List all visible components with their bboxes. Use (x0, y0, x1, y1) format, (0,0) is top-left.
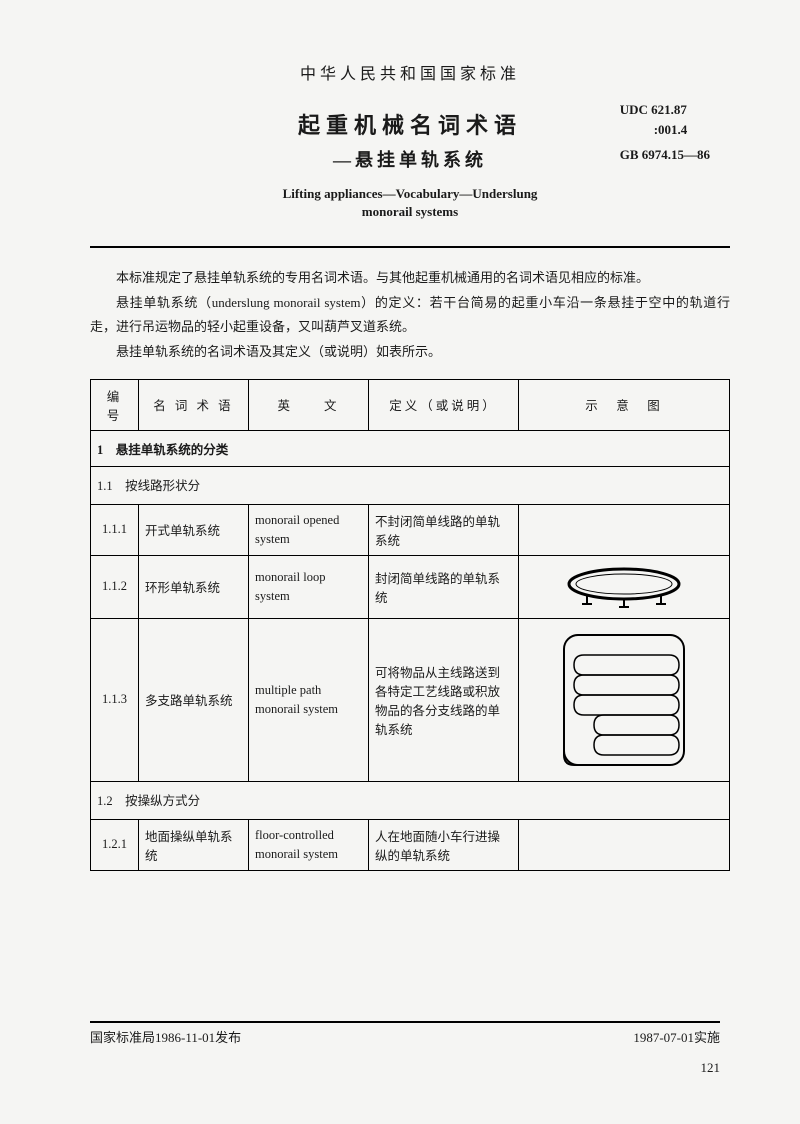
cell-def: 不封闭简单线路的单轨系统 (369, 504, 519, 555)
section-1-title: 1 悬挂单轨系统的分类 (91, 430, 730, 466)
row-1-1-1: 1.1.1 开式单轨系统 monorail opened system 不封闭简… (91, 504, 730, 555)
document-header: 中华人民共和国国家标准 UDC 621.87 :001.4 GB 6974.15… (90, 60, 730, 220)
intro-p2: 悬挂单轨系统（underslung monorail system）的定义：若干… (90, 291, 730, 340)
loop-diagram-icon (559, 562, 689, 612)
cell-fig (519, 555, 730, 618)
th-fig: 示 意 图 (519, 379, 730, 430)
title-en-2: monorail systems (90, 204, 730, 220)
terms-table: 编 号 名 词 术 语 英 文 定义（或说明） 示 意 图 1 悬挂单轨系统的分… (90, 379, 730, 871)
page-number: 121 (90, 1060, 720, 1076)
cell-fig (519, 819, 730, 870)
cell-term: 开式单轨系统 (139, 504, 249, 555)
cell-term: 多支路单轨系统 (139, 618, 249, 781)
th-def: 定义（或说明） (369, 379, 519, 430)
intro-p3: 悬挂单轨系统的名词术语及其定义（或说明）如表所示。 (90, 340, 730, 365)
th-no: 编 号 (91, 379, 139, 430)
title-en-1: Lifting appliances—Vocabulary—Underslung (90, 186, 730, 202)
cell-term: 地面操纵单轨系统 (139, 819, 249, 870)
org-name: 中华人民共和国国家标准 (90, 60, 730, 84)
section-1-2: 1.2 按操纵方式分 (91, 781, 730, 819)
effective-date: 1987-07-01实施 (633, 1027, 720, 1046)
section-1-1-title: 1.1 按线路形状分 (91, 466, 730, 504)
row-1-2-1: 1.2.1 地面操纵单轨系统 floor-controlled monorail… (91, 819, 730, 870)
cell-term: 环形单轨系统 (139, 555, 249, 618)
issue-date: 国家标准局1986-11-01发布 (90, 1027, 241, 1046)
udc-sub: :001.4 (620, 120, 710, 140)
intro-p1: 本标准规定了悬挂单轨系统的专用名词术语。与其他起重机械通用的名词术语见相应的标准… (90, 266, 730, 291)
cell-en: monorail loop system (249, 555, 369, 618)
cell-def: 可将物品从主线路送到各特定工艺线路或积放物品的各分支线路的单轨系统 (369, 618, 519, 781)
section-1-2-title: 1.2 按操纵方式分 (91, 781, 730, 819)
cell-no: 1.1.1 (91, 504, 139, 555)
cell-en: floor-controlled monorail system (249, 819, 369, 870)
section-1-1: 1.1 按线路形状分 (91, 466, 730, 504)
cell-no: 1.1.3 (91, 618, 139, 781)
gb-code: GB 6974.15—86 (620, 145, 710, 165)
multipath-diagram-icon (554, 625, 694, 775)
cell-fig (519, 504, 730, 555)
udc-code: UDC 621.87 (620, 100, 710, 120)
doc-codes: UDC 621.87 :001.4 GB 6974.15—86 (620, 100, 710, 165)
footer-rule (90, 1021, 720, 1023)
section-1: 1 悬挂单轨系统的分类 (91, 430, 730, 466)
header-rule (90, 246, 730, 248)
cell-en: monorail opened system (249, 504, 369, 555)
cell-def: 人在地面随小车行进操纵的单轨系统 (369, 819, 519, 870)
intro-text: 本标准规定了悬挂单轨系统的专用名词术语。与其他起重机械通用的名词术语见相应的标准… (90, 266, 730, 365)
page-footer: 国家标准局1986-11-01发布 1987-07-01实施 121 (90, 1021, 720, 1076)
cell-fig (519, 618, 730, 781)
th-term: 名 词 术 语 (139, 379, 249, 430)
row-1-1-2: 1.1.2 环形单轨系统 monorail loop system 封闭简单线路… (91, 555, 730, 618)
cell-en: multiple path monorail system (249, 618, 369, 781)
row-1-1-3: 1.1.3 多支路单轨系统 multiple path monorail sys… (91, 618, 730, 781)
table-header-row: 编 号 名 词 术 语 英 文 定义（或说明） 示 意 图 (91, 379, 730, 430)
cell-def: 封闭简单线路的单轨系统 (369, 555, 519, 618)
th-en: 英 文 (249, 379, 369, 430)
cell-no: 1.2.1 (91, 819, 139, 870)
cell-no: 1.1.2 (91, 555, 139, 618)
